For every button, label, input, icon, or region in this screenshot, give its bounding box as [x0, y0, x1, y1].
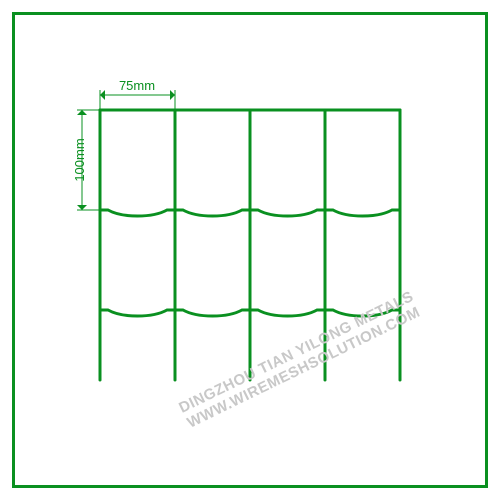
height-dimension-label: 100mm: [72, 138, 87, 181]
width-dimension-label: 75mm: [119, 78, 155, 93]
dimension-lines: [0, 0, 500, 500]
diagram-container: DINGZHOU TIAN YILONG METALS WWW.WIREMESH…: [0, 0, 500, 500]
